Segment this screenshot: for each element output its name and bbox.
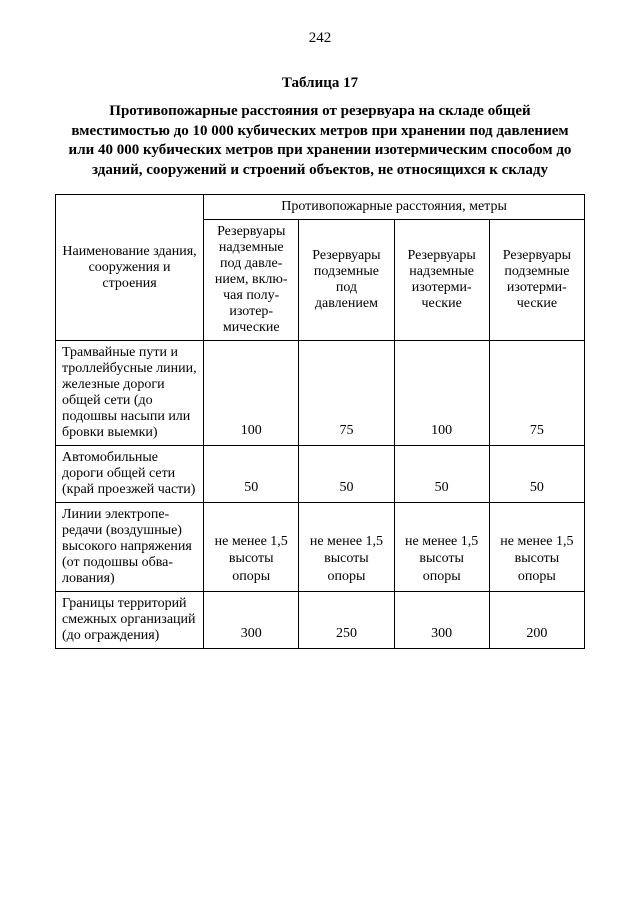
cell-value: 50 — [299, 446, 394, 503]
table-caption: Противопожарные расстояния от резервуара… — [65, 102, 575, 180]
cell-value: не менее 1,5 высоты опоры — [489, 503, 584, 592]
cell-value: 100 — [204, 341, 299, 446]
cell-value: не менее 1,5 высоты опоры — [394, 503, 489, 592]
cell-value: 75 — [489, 341, 584, 446]
fire-distance-table: Наименование здания, сооруже­ния и строе… — [55, 194, 585, 649]
column-header: Резерву­ары под­земные под давлением — [299, 220, 394, 341]
cell-value: не менее 1,5 высоты опоры — [204, 503, 299, 592]
table-row: Трамвайные пути и троллейбусные линии, ж… — [56, 341, 585, 446]
column-group-header: Противопожарные расстояния, метры — [204, 195, 585, 220]
cell-value: 250 — [299, 592, 394, 649]
row-label: Границы террито­рий смежных ор­ганизаций… — [56, 592, 204, 649]
cell-value: 50 — [489, 446, 584, 503]
page-number: 242 — [55, 30, 585, 47]
cell-value: 75 — [299, 341, 394, 446]
document-page: 242 Таблица 17 Противопожарные расстояни… — [0, 0, 640, 679]
column-header: Резервуары надземные под давле­нием, вкл… — [204, 220, 299, 341]
cell-value: 50 — [394, 446, 489, 503]
column-header: Резервуары надземные изотерми­ческие — [394, 220, 489, 341]
table-row: Автомобильные дороги общей сети (край пр… — [56, 446, 585, 503]
row-label: Трамвайные пути и троллейбусные линии, ж… — [56, 341, 204, 446]
table-row: Границы террито­рий смежных ор­ганизаций… — [56, 592, 585, 649]
row-label: Линии электропе­редачи (воздуш­ные) высо… — [56, 503, 204, 592]
row-label: Автомобильные дороги общей сети (край пр… — [56, 446, 204, 503]
column-header: Резервуары подземные изотерми­ческие — [489, 220, 584, 341]
cell-value: 300 — [204, 592, 299, 649]
table-row: Линии электропе­редачи (воздуш­ные) высо… — [56, 503, 585, 592]
cell-value: не менее 1,5 высоты опоры — [299, 503, 394, 592]
cell-value: 300 — [394, 592, 489, 649]
row-header-title: Наименование здания, сооруже­ния и строе… — [56, 195, 204, 341]
cell-value: 200 — [489, 592, 584, 649]
cell-value: 50 — [204, 446, 299, 503]
cell-value: 100 — [394, 341, 489, 446]
table-label: Таблица 17 — [55, 75, 585, 92]
